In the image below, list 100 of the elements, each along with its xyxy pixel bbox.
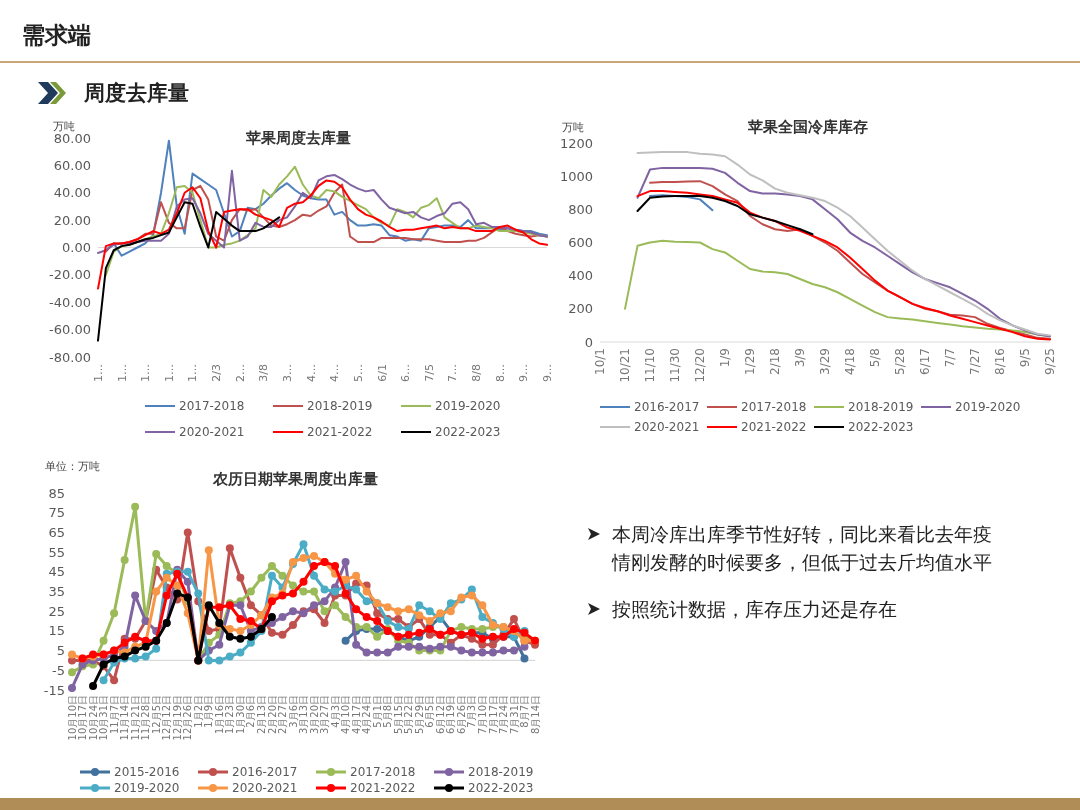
x-tick-label: 1月30日 [234, 695, 246, 735]
legend-label: 2020-2021 [232, 781, 298, 795]
x-tick-label: 3月20日 [308, 695, 320, 735]
point [110, 676, 119, 685]
x-tick-label: 12月26日 [182, 695, 194, 741]
x-tick-label: 6/17 [918, 348, 933, 375]
point [331, 561, 340, 570]
point [152, 644, 161, 653]
point [446, 599, 455, 608]
x-tick-label: 2/3 [210, 364, 224, 382]
point [299, 577, 308, 586]
x-tick-label: 7月31日 [508, 695, 520, 735]
point [246, 632, 255, 641]
x-tick-label: 11月21日 [129, 695, 141, 741]
point [215, 640, 224, 649]
x-tick-label: 2月6日 [245, 695, 257, 728]
x-tick-label: 5月1日 [371, 695, 383, 728]
point [299, 587, 308, 596]
y-tick-label: 75 [48, 505, 65, 521]
x-tick-label: 1月2日 [192, 695, 204, 728]
point [425, 617, 434, 626]
point [436, 642, 445, 651]
point [236, 634, 245, 643]
point [68, 684, 76, 693]
x-tick-label: 2/18 [768, 348, 783, 375]
point [425, 607, 434, 616]
y-tick-label: 40.00 [53, 185, 91, 201]
x-tick-label: 4/18 [843, 348, 858, 375]
point [278, 630, 287, 639]
y-tick-label: 85 [48, 485, 65, 501]
point [225, 652, 234, 661]
point [362, 648, 371, 657]
text: 周度去库量 [84, 80, 189, 107]
y-tick-label: 15 [48, 623, 65, 639]
legend-label: 2022-2023 [435, 425, 501, 439]
point [383, 648, 392, 657]
x-tick-label: 10月17日 [77, 695, 89, 741]
x-tick-label: 6月26日 [455, 695, 467, 735]
point [278, 613, 287, 622]
point [225, 624, 234, 633]
point [204, 626, 213, 635]
x-tick-label: 1/9 [718, 348, 733, 368]
point [436, 609, 445, 618]
chart-title: 苹果周度去库量 [244, 129, 351, 147]
x-tick-label: 5月29日 [413, 695, 425, 735]
point [373, 648, 382, 657]
point [131, 591, 140, 600]
x-tick-label: 8月14日 [529, 695, 541, 735]
y-tick-label: -40.00 [49, 294, 91, 310]
point [183, 528, 192, 537]
x-tick-label: 11月7日 [108, 695, 120, 735]
x-tick-label: 1月9日 [203, 695, 215, 728]
x-tick-label: 4月17日 [350, 695, 362, 735]
x-tick-label: 8/16 [993, 348, 1008, 375]
point [288, 607, 297, 616]
point [310, 587, 319, 596]
point [267, 628, 276, 637]
point [341, 613, 350, 622]
point [215, 656, 224, 665]
point [352, 585, 361, 594]
x-tick-label: 6月12日 [434, 695, 446, 735]
point [394, 642, 403, 651]
point [162, 573, 171, 582]
x-tick-label: 8/8 [470, 364, 484, 382]
point [141, 652, 150, 661]
point [478, 613, 487, 622]
point [110, 654, 119, 663]
x-tick-label: 12月5日 [150, 695, 162, 735]
legend-label: 2017-2018 [741, 400, 807, 414]
point [404, 642, 413, 651]
x-tick-label: 7/5 [422, 364, 436, 382]
point [520, 654, 529, 663]
point [246, 587, 255, 596]
point [225, 544, 234, 553]
legend-label: 2019-2020 [114, 781, 180, 795]
point [246, 601, 255, 610]
line-series [97, 169, 548, 254]
point [99, 676, 108, 685]
y-tick-label: 25 [48, 603, 65, 619]
x-tick-label: 11月28日 [140, 695, 152, 741]
point [362, 613, 371, 622]
point [257, 573, 266, 582]
point [509, 646, 518, 655]
point [320, 597, 329, 606]
point [120, 638, 129, 647]
point [352, 571, 361, 580]
y-axis-title: 万吨 [562, 121, 584, 134]
point [183, 567, 192, 576]
point [415, 642, 424, 651]
x-tick-label: 2… [233, 364, 247, 382]
point [288, 589, 297, 598]
point [68, 668, 76, 677]
x-tick-label: 5/8 [868, 348, 883, 368]
point [173, 589, 182, 598]
point [131, 646, 140, 655]
y-tick-label: 20.00 [53, 212, 91, 228]
x-tick-label: 9/5 [1018, 348, 1033, 368]
x-tick-label: 4… [328, 364, 342, 382]
x-tick-label: 10月31日 [98, 695, 110, 741]
x-tick-label: 10月24日 [87, 695, 99, 741]
